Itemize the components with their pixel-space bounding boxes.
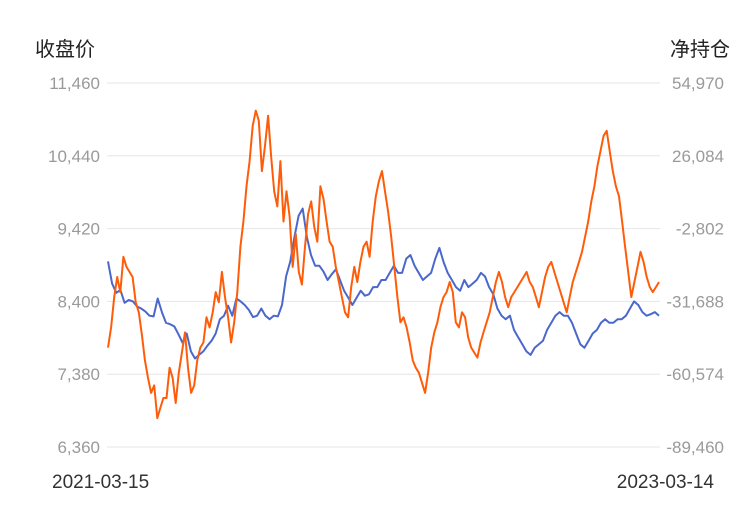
- left-tick-label: 8,400: [57, 292, 100, 311]
- grid-lines: [107, 82, 660, 448]
- left-tick-label: 10,440: [48, 147, 100, 166]
- right-axis-title: 净持仓: [670, 38, 730, 61]
- right-tick-label: -60,574: [666, 365, 724, 384]
- series-line-left-axis: [107, 207, 660, 360]
- x-label-start: 2021-03-15: [52, 472, 149, 493]
- left-tick-label: 9,420: [57, 220, 100, 239]
- left-tick-label: 6,360: [57, 438, 100, 457]
- left-tick-label: 7,380: [57, 365, 100, 384]
- right-tick-label: -89,460: [666, 438, 724, 457]
- x-label-end: 2023-03-14: [617, 472, 715, 493]
- left-tick-label: 11,460: [49, 74, 100, 93]
- left-axis-title: 收盘价: [35, 38, 95, 61]
- left-axis-ticks: 11,460 10,440 9,420 8,400 7,380 6,360: [48, 74, 100, 457]
- right-axis-ticks: 54,970 26,084 -2,802 -31,688 -60,574 -89,460: [666, 74, 724, 457]
- right-tick-label: -2,802: [676, 220, 724, 239]
- right-tick-label: 26,084: [672, 147, 724, 166]
- series-line-right-axis: [107, 109, 660, 420]
- right-tick-label: -31,688: [666, 292, 724, 311]
- series-lines: [107, 109, 660, 420]
- right-tick-label: 54,970: [672, 74, 724, 93]
